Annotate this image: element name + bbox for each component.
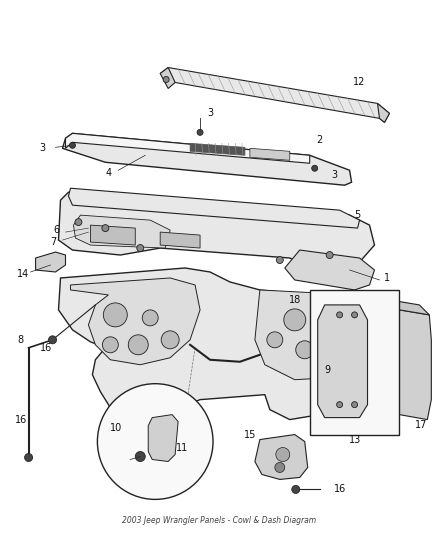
Text: 9: 9 bbox=[325, 365, 331, 375]
Circle shape bbox=[330, 340, 350, 360]
Circle shape bbox=[75, 219, 82, 225]
Polygon shape bbox=[148, 415, 178, 462]
Circle shape bbox=[137, 245, 144, 252]
Text: 2: 2 bbox=[317, 135, 323, 146]
Circle shape bbox=[25, 454, 32, 462]
Polygon shape bbox=[190, 143, 245, 155]
Polygon shape bbox=[59, 192, 374, 268]
Text: 2003 Jeep Wrangler Panels - Cowl & Dash Diagram: 2003 Jeep Wrangler Panels - Cowl & Dash … bbox=[122, 516, 316, 526]
Circle shape bbox=[197, 130, 203, 135]
Text: 16: 16 bbox=[14, 415, 27, 425]
Polygon shape bbox=[378, 103, 389, 123]
Circle shape bbox=[312, 165, 318, 171]
Text: 15: 15 bbox=[244, 430, 256, 440]
Text: 5: 5 bbox=[354, 210, 360, 220]
Circle shape bbox=[142, 310, 158, 326]
Circle shape bbox=[296, 341, 314, 359]
Polygon shape bbox=[255, 434, 308, 480]
Polygon shape bbox=[68, 188, 360, 228]
Circle shape bbox=[292, 486, 300, 494]
Text: 16: 16 bbox=[40, 343, 53, 353]
Polygon shape bbox=[255, 290, 371, 379]
Circle shape bbox=[337, 312, 343, 318]
Circle shape bbox=[102, 337, 118, 353]
Circle shape bbox=[337, 402, 343, 408]
Text: 3: 3 bbox=[39, 143, 46, 154]
Text: 10: 10 bbox=[110, 423, 123, 433]
Circle shape bbox=[313, 338, 327, 352]
Circle shape bbox=[321, 306, 339, 324]
Text: 16: 16 bbox=[333, 484, 346, 495]
Text: 3: 3 bbox=[332, 170, 338, 180]
Circle shape bbox=[352, 312, 357, 318]
Text: 18: 18 bbox=[289, 295, 301, 305]
Circle shape bbox=[267, 332, 283, 348]
Polygon shape bbox=[250, 148, 290, 160]
Circle shape bbox=[135, 451, 145, 462]
Text: 17: 17 bbox=[415, 419, 427, 430]
Polygon shape bbox=[90, 225, 135, 245]
Circle shape bbox=[352, 402, 357, 408]
Text: 13: 13 bbox=[350, 434, 362, 445]
Text: 1: 1 bbox=[385, 273, 391, 283]
Text: 4: 4 bbox=[105, 168, 111, 178]
Bar bbox=[310, 290, 399, 434]
Circle shape bbox=[326, 252, 333, 259]
Polygon shape bbox=[160, 68, 175, 88]
Text: 14: 14 bbox=[17, 269, 29, 279]
Circle shape bbox=[275, 463, 285, 472]
Polygon shape bbox=[35, 252, 66, 272]
Polygon shape bbox=[59, 268, 379, 419]
Polygon shape bbox=[389, 300, 429, 315]
Text: 11: 11 bbox=[176, 442, 188, 453]
Circle shape bbox=[49, 336, 57, 344]
Polygon shape bbox=[285, 250, 374, 290]
Circle shape bbox=[161, 331, 179, 349]
Polygon shape bbox=[160, 68, 389, 123]
Text: 7: 7 bbox=[50, 237, 57, 247]
Circle shape bbox=[284, 309, 306, 331]
Polygon shape bbox=[71, 278, 200, 365]
Circle shape bbox=[276, 256, 283, 263]
Polygon shape bbox=[74, 215, 170, 248]
Circle shape bbox=[70, 142, 75, 148]
Circle shape bbox=[276, 448, 290, 462]
Polygon shape bbox=[63, 133, 352, 185]
Polygon shape bbox=[66, 133, 310, 163]
Polygon shape bbox=[318, 305, 367, 417]
Circle shape bbox=[102, 224, 109, 232]
Text: 3: 3 bbox=[207, 108, 213, 118]
Text: 6: 6 bbox=[53, 225, 60, 235]
Text: 8: 8 bbox=[18, 335, 24, 345]
Circle shape bbox=[128, 335, 148, 355]
Polygon shape bbox=[160, 232, 200, 248]
Polygon shape bbox=[397, 310, 431, 419]
Circle shape bbox=[97, 384, 213, 499]
Circle shape bbox=[163, 77, 169, 83]
Circle shape bbox=[103, 303, 127, 327]
Text: 12: 12 bbox=[353, 77, 366, 87]
